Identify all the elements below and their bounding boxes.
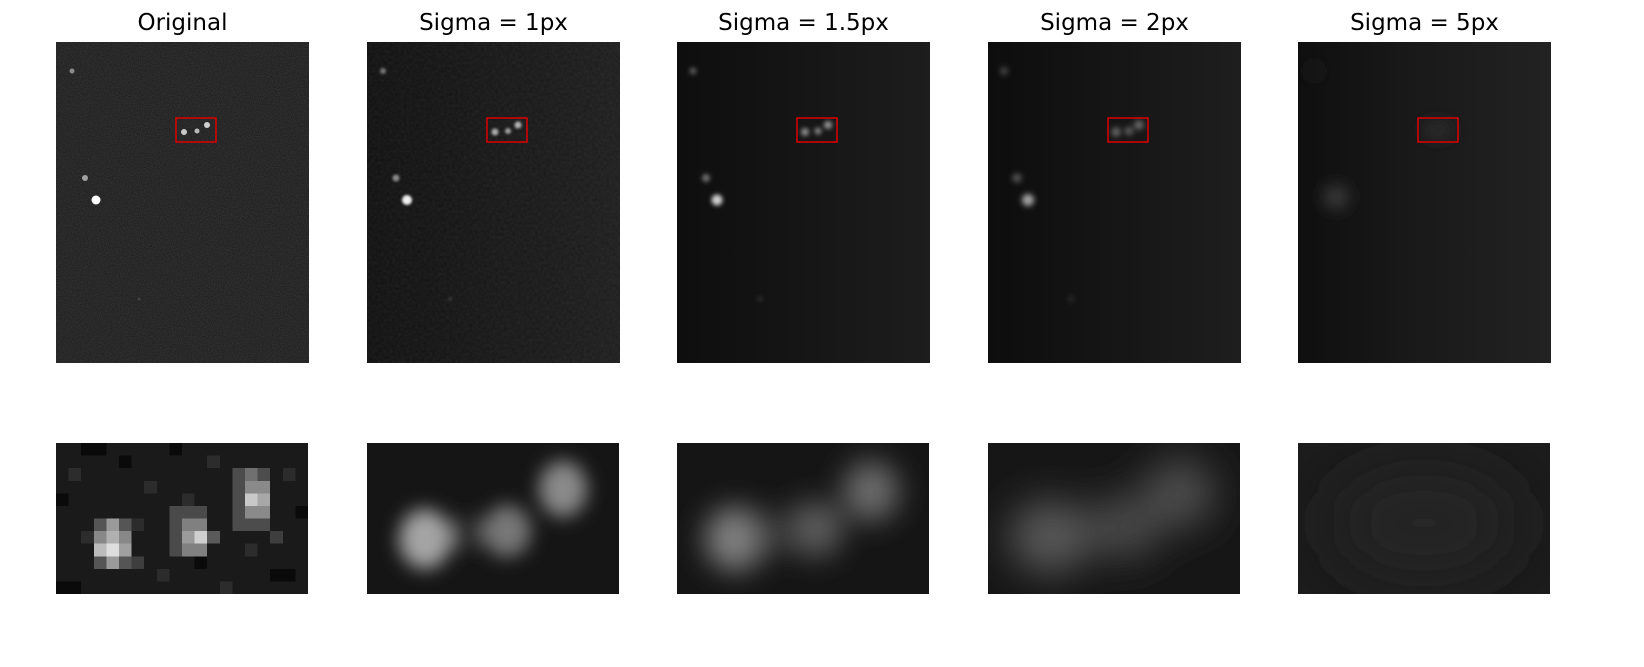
panel-title-sigma-5: Sigma = 5px bbox=[1350, 10, 1499, 36]
roi-box bbox=[796, 117, 838, 143]
panel-title-sigma-2: Sigma = 2px bbox=[1040, 10, 1189, 36]
roi-box bbox=[1107, 117, 1149, 143]
full-image-sigma-1-5 bbox=[677, 42, 930, 363]
full-image-sigma-2 bbox=[988, 42, 1241, 363]
roi-box bbox=[1417, 117, 1459, 143]
panel-title-original: Original bbox=[137, 10, 228, 36]
zoom-crop-sigma-5 bbox=[1298, 443, 1550, 594]
panel-title-sigma-1-5: Sigma = 1.5px bbox=[718, 10, 889, 36]
zoom-crop-original bbox=[56, 443, 308, 594]
zoom-crop-sigma-1 bbox=[367, 443, 619, 594]
full-image-original bbox=[56, 42, 309, 363]
zoom-crop-sigma-2 bbox=[988, 443, 1240, 594]
roi-box bbox=[486, 117, 528, 143]
roi-box bbox=[175, 117, 217, 143]
full-image-sigma-1 bbox=[367, 42, 620, 363]
zoom-crop-sigma-1-5 bbox=[677, 443, 929, 594]
full-image-sigma-5 bbox=[1298, 42, 1551, 363]
panel-title-sigma-1: Sigma = 1px bbox=[419, 10, 568, 36]
